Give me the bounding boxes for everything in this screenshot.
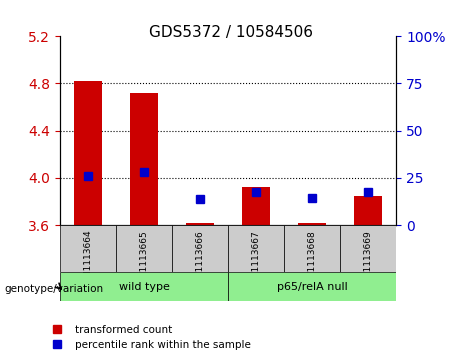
FancyBboxPatch shape [228,225,284,272]
Bar [355,196,383,225]
Text: GSM1113668: GSM1113668 [308,230,317,290]
Bar [242,187,270,225]
Legend: transformed count, percentile rank within the sample: transformed count, percentile rank withi… [42,321,255,354]
FancyBboxPatch shape [60,225,116,272]
Bar [186,223,214,225]
Text: wild type: wild type [118,282,170,292]
Text: GSM1113667: GSM1113667 [252,230,261,290]
Text: GSM1113665: GSM1113665 [140,230,148,290]
FancyBboxPatch shape [340,225,396,272]
Text: p65/relA null: p65/relA null [277,282,348,292]
FancyBboxPatch shape [172,225,228,272]
FancyBboxPatch shape [60,272,228,301]
Bar [74,81,102,225]
FancyBboxPatch shape [116,225,172,272]
Bar [130,93,158,225]
Bar [298,223,326,225]
FancyBboxPatch shape [228,272,396,301]
Text: GSM1113666: GSM1113666 [195,230,205,290]
FancyBboxPatch shape [284,225,340,272]
Text: GDS5372 / 10584506: GDS5372 / 10584506 [148,25,313,40]
Text: genotype/variation: genotype/variation [5,284,104,294]
Text: GSM1113669: GSM1113669 [364,230,373,290]
Text: GSM1113664: GSM1113664 [83,230,93,290]
